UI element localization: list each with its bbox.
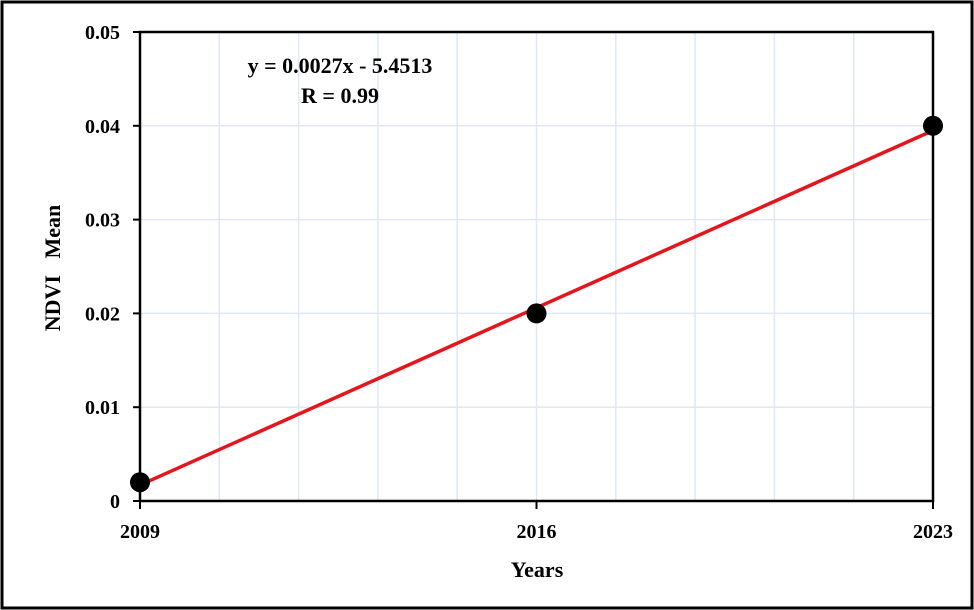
grid <box>140 32 933 501</box>
x-tick-label: 2009 <box>120 521 160 543</box>
x-tick-label: 2023 <box>913 521 953 543</box>
data-point <box>923 115 943 136</box>
x-axis-title: Years <box>511 557 564 582</box>
y-tick-label: 0 <box>110 491 120 513</box>
y-tick-label: 0.02 <box>85 303 120 325</box>
data-point <box>130 472 150 493</box>
y-tick-label: 0.01 <box>85 397 120 419</box>
y-axis-title: NDVI Mean <box>40 205 65 332</box>
tick-labels: 0 0.01 0.02 0.03 0.04 0.05 2009 2016 2023 <box>85 22 953 543</box>
y-tick-label: 0.03 <box>85 210 120 232</box>
axis-ticks <box>133 31 934 509</box>
data-points <box>130 115 943 493</box>
data-point <box>526 303 547 324</box>
y-tick-label: 0.05 <box>85 22 120 44</box>
x-tick-label: 2016 <box>517 521 557 543</box>
r-annotation: R = 0.99 <box>301 83 379 108</box>
equation-annotation: y = 0.0027x - 5.4513 <box>248 53 433 78</box>
y-tick-label: 0.04 <box>85 116 120 138</box>
